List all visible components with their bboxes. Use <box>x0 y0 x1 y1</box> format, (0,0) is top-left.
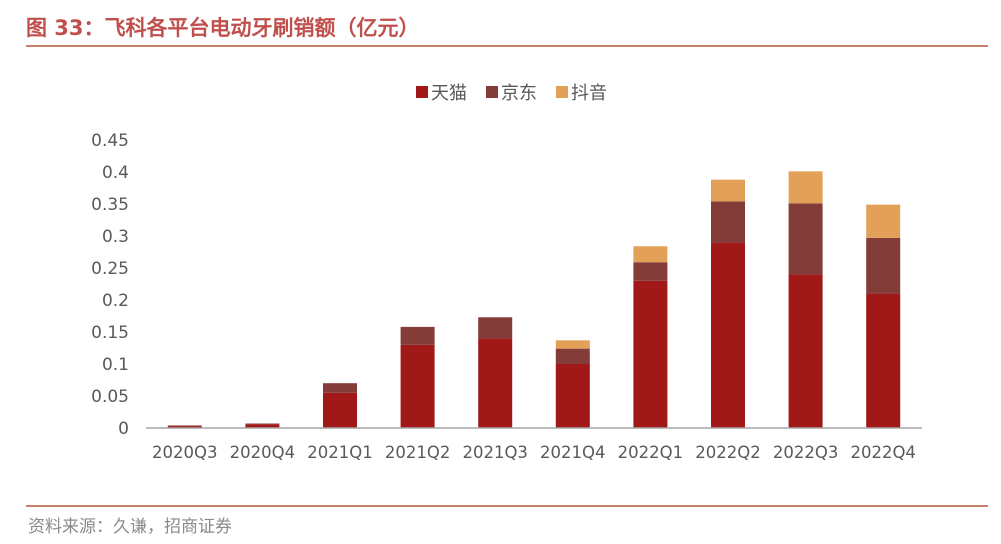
y-tick-label: 0.45 <box>91 131 129 151</box>
bar-segment-3 <box>633 246 668 263</box>
bar-segment-1 <box>323 392 357 428</box>
legend-label: 天猫 <box>431 83 467 104</box>
legend-label: 抖音 <box>571 83 607 104</box>
x-tick-label: 2022Q4 <box>850 443 915 462</box>
y-tick-label: 0.2 <box>102 291 129 311</box>
legend-label: 京东 <box>501 83 537 104</box>
source-divider <box>26 505 988 507</box>
bar-segment-2 <box>245 423 280 425</box>
y-tick-label: 0.05 <box>91 387 129 407</box>
bar-segment-2 <box>400 326 435 345</box>
bar-segment-2 <box>788 203 823 275</box>
x-tick-label: 2021Q4 <box>540 443 605 462</box>
bar-segment-1 <box>711 242 745 428</box>
bar-segment-1 <box>245 424 280 428</box>
bar-segment-1 <box>400 344 435 428</box>
bar-segment-2 <box>633 262 668 281</box>
x-axis: 2020Q3 2020Q4 2021Q1 2021Q2 2021Q3 2021Q4 2022… <box>152 443 916 462</box>
bar-segment-1 <box>555 364 590 428</box>
x-tick-label: 2020Q4 <box>230 443 295 462</box>
y-tick-label: 0.25 <box>91 259 129 279</box>
y-tick-label: 0.15 <box>91 323 129 343</box>
bar-segment-1 <box>167 426 202 428</box>
bar-segment-2 <box>555 348 590 364</box>
x-tick-label: 2021Q3 <box>462 443 527 462</box>
bar-segment-2 <box>711 201 745 243</box>
y-axis: 0 0.05 0.1 0.15 0.2 0.25 0.3 0.35 0.4 0.45 <box>91 131 129 439</box>
legend-swatch <box>416 86 428 98</box>
bar-segment-3 <box>866 204 901 238</box>
x-tick-label: 2020Q3 <box>152 443 217 462</box>
bar-segment-2 <box>323 383 357 393</box>
title-divider <box>26 45 988 47</box>
source-note: 资料来源：久谦，招商证券 <box>28 517 232 537</box>
x-tick-label: 2022Q3 <box>773 443 838 462</box>
figure-title: 图 33：飞科各平台电动牙刷销额（亿元） <box>26 16 420 40</box>
bar-segment-3 <box>788 171 823 204</box>
stacked-bar-chart: 天猫 京东 抖音 0 0.05 0.1 0.15 0.2 0.25 0.3 0.35 0.4 0.45… <box>91 83 922 462</box>
x-tick-label: 2021Q2 <box>385 443 450 462</box>
chart-legend: 天猫 京东 抖音 <box>416 83 607 104</box>
x-tick-label: 2021Q1 <box>307 443 372 462</box>
bar-segment-1 <box>633 280 668 428</box>
y-tick-label: 0.35 <box>91 195 129 215</box>
y-tick-label: 0.3 <box>102 227 129 247</box>
bar-segment-2 <box>478 317 513 339</box>
x-tick-label: 2022Q1 <box>618 443 683 462</box>
bar-segment-3 <box>711 179 745 202</box>
y-tick-label: 0.4 <box>102 163 129 183</box>
bar-segment-1 <box>866 293 901 428</box>
bar-segment-1 <box>788 274 823 428</box>
legend-swatch <box>556 86 568 98</box>
legend-swatch <box>486 86 498 98</box>
x-tick-label: 2022Q2 <box>695 443 760 462</box>
bar-segment-3 <box>555 340 590 349</box>
bar-group <box>167 171 901 428</box>
bar-segment-2 <box>866 237 901 294</box>
bar-segment-2 <box>167 425 202 427</box>
y-tick-label: 0 <box>118 419 129 439</box>
y-tick-label: 0.1 <box>102 355 129 375</box>
bar-segment-1 <box>478 338 513 428</box>
